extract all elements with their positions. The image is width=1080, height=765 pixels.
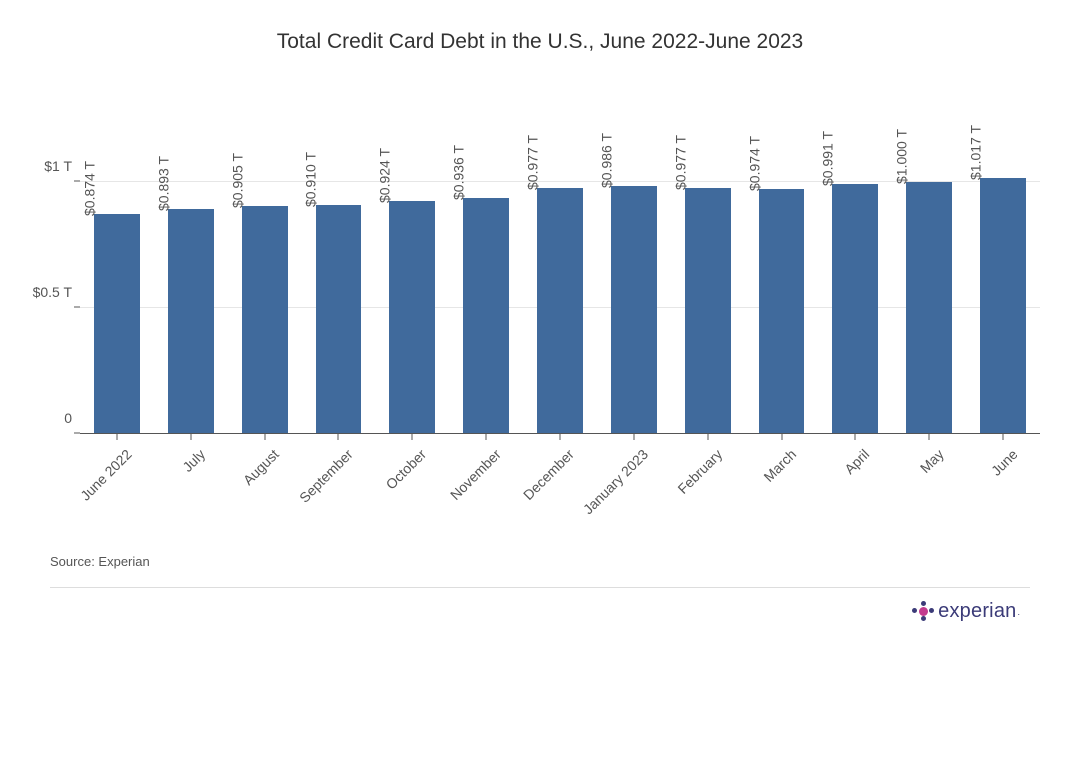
y-tick-label: $1 T xyxy=(44,158,72,174)
bar: $0.874 T xyxy=(94,214,140,434)
x-axis-label: June 2022 xyxy=(77,446,135,504)
experian-logo-text: experian xyxy=(938,600,1016,623)
bar: $0.905 T xyxy=(242,206,288,434)
x-label-slot: December xyxy=(523,434,597,544)
bar-slot: $0.977 T xyxy=(523,94,597,434)
x-label-slot: June xyxy=(966,434,1040,544)
bar-value-label: $1.000 T xyxy=(894,129,910,184)
bar: $0.986 T xyxy=(611,186,657,434)
bar-slot: $0.936 T xyxy=(449,94,523,434)
bar: $1.000 T xyxy=(906,182,952,434)
x-tick-mark xyxy=(486,434,487,440)
bar-value-label: $1.017 T xyxy=(968,125,984,180)
bar-value-label: $0.974 T xyxy=(746,136,762,191)
x-label-slot: August xyxy=(228,434,302,544)
x-tick-mark xyxy=(338,434,339,440)
bar: $0.991 T xyxy=(832,184,878,434)
bar: $0.910 T xyxy=(316,205,362,434)
bar: $0.924 T xyxy=(389,201,435,434)
x-tick-mark xyxy=(1003,434,1004,440)
y-tick-label: 0 xyxy=(64,410,72,426)
experian-logo-tm: . xyxy=(1017,607,1020,617)
y-axis: 0 $0.5 T $1 T xyxy=(30,94,80,434)
x-label-slot: April xyxy=(818,434,892,544)
x-tick-mark xyxy=(116,434,117,440)
bar: $0.977 T xyxy=(537,188,583,434)
x-label-slot: March xyxy=(745,434,819,544)
x-label-slot: February xyxy=(671,434,745,544)
bars-row: $0.874 T $0.893 T $0.905 T $0.910 T $0.924 T… xyxy=(80,94,1040,434)
x-axis-label: March xyxy=(760,446,799,485)
bar-slot: $1.000 T xyxy=(892,94,966,434)
bar: $0.977 T xyxy=(685,188,731,434)
bar-slot: $1.017 T xyxy=(966,94,1040,434)
x-axis-label: October xyxy=(383,446,430,493)
plot-area: 0$0.5 T$1 T $0.874 T$0.893 T$0.905 T$0.9… xyxy=(80,94,1040,434)
bar-value-label: $0.905 T xyxy=(229,153,245,208)
bar-slot: $0.924 T xyxy=(375,94,449,434)
bar-value-label: $0.977 T xyxy=(524,135,540,190)
x-label-slot: September xyxy=(302,434,376,544)
x-label-slot: June 2022 xyxy=(80,434,154,544)
x-label-slot: January 2023 xyxy=(597,434,671,544)
experian-logo-icon xyxy=(912,601,934,623)
logo-row: experian . xyxy=(30,588,1050,628)
bar: $0.974 T xyxy=(759,189,805,434)
bar-slot: $0.991 T xyxy=(818,94,892,434)
y-tick-label: $0.5 T xyxy=(33,284,72,300)
x-tick-mark xyxy=(707,434,708,440)
source-text: Source: Experian xyxy=(50,554,1050,569)
x-label-slot: October xyxy=(375,434,449,544)
x-axis-label: July xyxy=(179,446,208,475)
x-axis-label: May xyxy=(916,446,946,476)
x-tick-mark xyxy=(412,434,413,440)
bar-slot: $0.974 T xyxy=(745,94,819,434)
bar-slot: $0.874 T xyxy=(80,94,154,434)
bar-value-label: $0.986 T xyxy=(598,133,614,188)
bar-value-label: $0.991 T xyxy=(820,131,836,186)
bar-slot: $0.977 T xyxy=(671,94,745,434)
x-axis-label: December xyxy=(520,446,577,503)
bar-value-label: $0.924 T xyxy=(377,148,393,203)
x-tick-mark xyxy=(264,434,265,440)
bar-value-label: $0.893 T xyxy=(155,156,171,211)
x-axis-label: August xyxy=(240,446,282,488)
bar-value-label: $0.936 T xyxy=(451,145,467,200)
bar: $1.017 T xyxy=(980,178,1026,434)
bar-value-label: $0.874 T xyxy=(81,161,97,216)
chart-container: Total Credit Card Debt in the U.S., June… xyxy=(0,0,1080,765)
bar-value-label: $0.910 T xyxy=(303,152,319,207)
bar: $0.893 T xyxy=(168,209,214,434)
x-axis-label: November xyxy=(446,446,503,503)
x-label-slot: July xyxy=(154,434,228,544)
x-tick-mark xyxy=(190,434,191,440)
bar-slot: $0.910 T xyxy=(302,94,376,434)
x-label-slot: November xyxy=(449,434,523,544)
x-axis-label: February xyxy=(674,446,725,497)
x-axis-label: September xyxy=(296,446,356,506)
x-axis-labels: June 2022JulyAugustSeptemberOctoberNovem… xyxy=(80,434,1040,544)
x-tick-mark xyxy=(559,434,560,440)
bar-value-label: $0.977 T xyxy=(672,135,688,190)
bar-slot: $0.986 T xyxy=(597,94,671,434)
x-axis-label: April xyxy=(842,446,873,477)
x-tick-mark xyxy=(781,434,782,440)
x-label-slot: May xyxy=(892,434,966,544)
experian-logo: experian . xyxy=(912,600,1020,623)
x-tick-mark xyxy=(855,434,856,440)
bar-slot: $0.905 T xyxy=(228,94,302,434)
bar: $0.936 T xyxy=(463,198,509,434)
chart-title: Total Credit Card Debt in the U.S., June… xyxy=(30,30,1050,54)
x-tick-mark xyxy=(929,434,930,440)
x-tick-mark xyxy=(633,434,634,440)
x-axis-label: June xyxy=(988,446,1021,479)
bar-slot: $0.893 T xyxy=(154,94,228,434)
